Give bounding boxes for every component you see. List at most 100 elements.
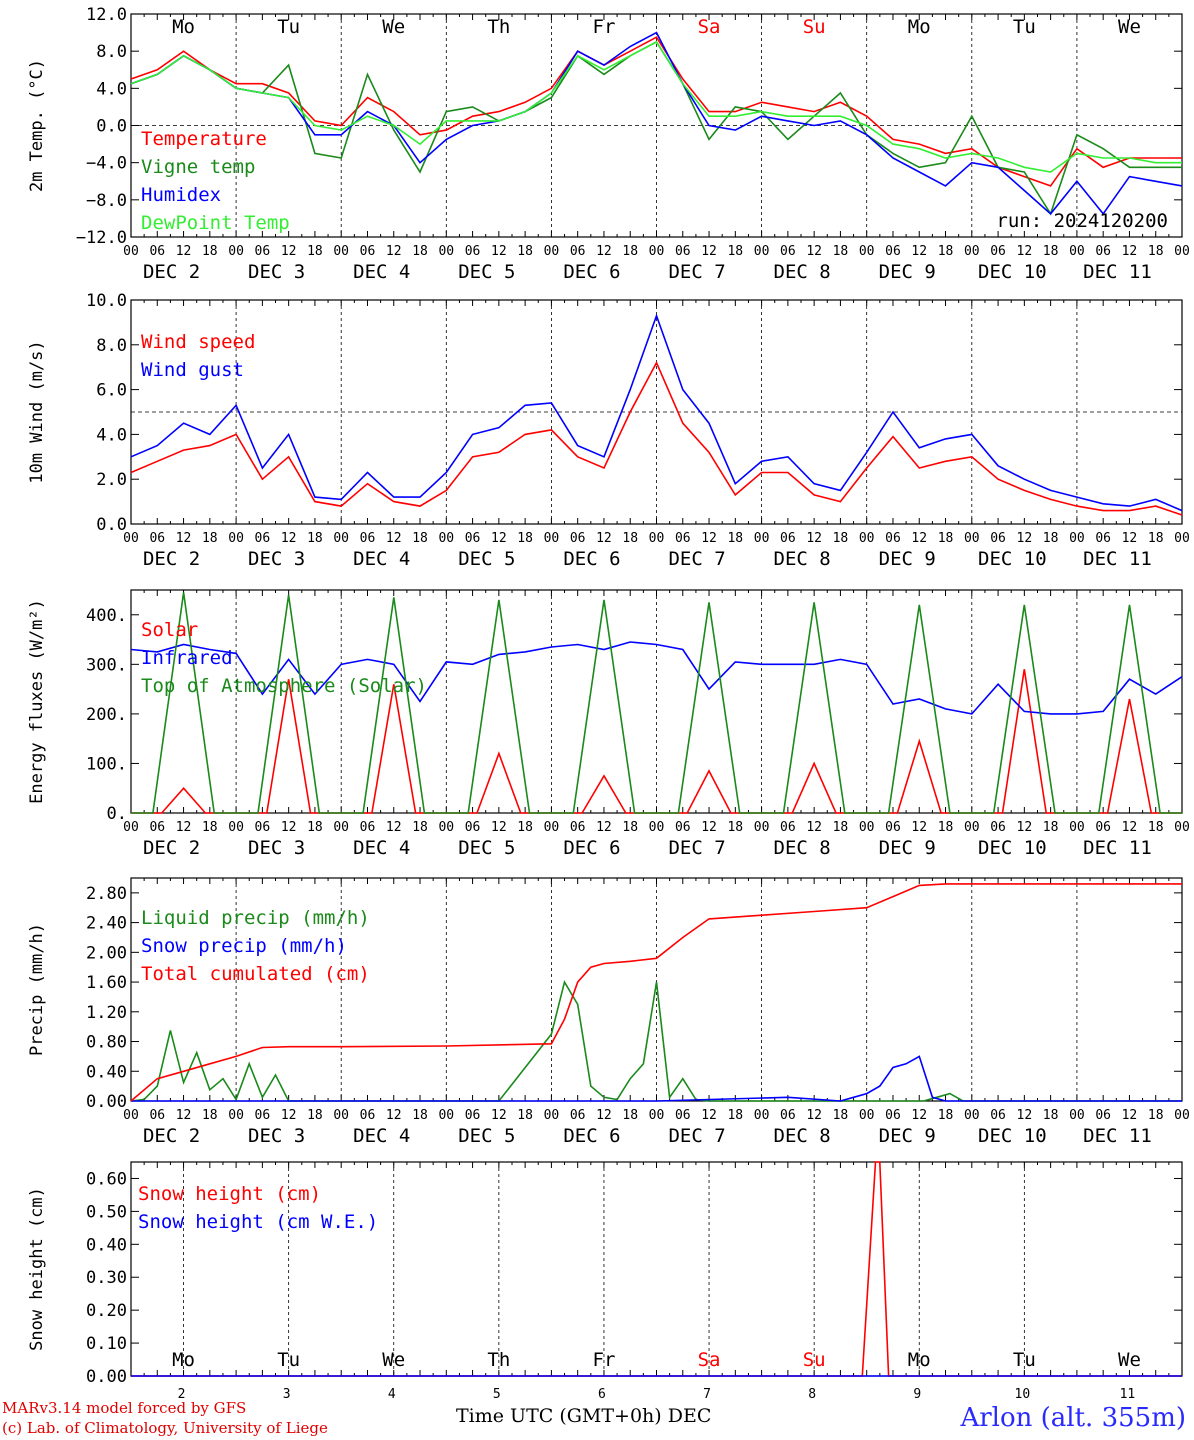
x-hour-label: 12 — [911, 820, 927, 835]
y-tick-label: 2.0 — [96, 470, 127, 490]
weekday-label: We — [1118, 1349, 1141, 1371]
series-line — [130, 641, 1183, 715]
x-date-label: DEC 11 — [1083, 261, 1152, 283]
x-hour-label: 06 — [885, 244, 901, 259]
x-day-number: 8 — [808, 1387, 816, 1402]
x-date-label: DEC 10 — [978, 837, 1047, 859]
y-tick-label: 4.0 — [96, 79, 127, 99]
x-hour-label: 00 — [1069, 531, 1085, 546]
x-date-label: DEC 11 — [1083, 1125, 1152, 1147]
legend-entry: Top of Atmosphere (Solar) — [141, 675, 427, 697]
x-hour-label: 00 — [123, 244, 139, 259]
x-date-label: DEC 9 — [879, 837, 936, 859]
y-tick-label: 8.0 — [96, 336, 127, 356]
x-hour-label: 12 — [176, 1108, 192, 1123]
weekday-label: Th — [487, 16, 510, 38]
y-tick-label: 10.0 — [86, 291, 127, 311]
x-hour-label: 12 — [1017, 820, 1033, 835]
x-hour-label: 18 — [1148, 244, 1164, 259]
series-line — [130, 883, 1182, 1102]
x-hour-label: 18 — [833, 820, 849, 835]
x-hour-label: 00 — [333, 244, 349, 259]
y-tick-label: 0.00 — [86, 1367, 127, 1387]
x-hour-label: 00 — [754, 531, 770, 546]
x-hour-label: 06 — [990, 820, 1006, 835]
x-hour-label: 18 — [727, 531, 743, 546]
x-hour-label: 12 — [176, 244, 192, 259]
x-hour-label: 18 — [1043, 531, 1059, 546]
x-hour-label: 18 — [1043, 244, 1059, 259]
x-day-number: 2 — [178, 1387, 186, 1402]
x-hour-label: 12 — [1122, 1108, 1138, 1123]
x-hour-label: 00 — [333, 531, 349, 546]
weekday-label: Tu — [277, 16, 300, 38]
x-date-label: DEC 8 — [774, 837, 831, 859]
legend-entry: Snow height (cm W.E.) — [138, 1211, 378, 1233]
x-date-label: DEC 8 — [774, 1125, 831, 1147]
x-hour-label: 06 — [675, 531, 691, 546]
x-hour-label: 18 — [517, 1108, 533, 1123]
x-hour-label: 18 — [412, 820, 428, 835]
x-hour-label: 00 — [544, 531, 560, 546]
y-axis-label: Energy fluxes (W/m²) — [27, 599, 47, 804]
x-hour-label: 12 — [806, 244, 822, 259]
x-hour-label: 06 — [780, 1108, 796, 1123]
x-day-number: 3 — [283, 1387, 291, 1402]
legend-entry: Infrared — [141, 647, 233, 669]
x-date-label: DEC 8 — [774, 548, 831, 570]
x-hour-label: 12 — [911, 531, 927, 546]
panel-wind — [130, 299, 1183, 525]
x-hour-label: 12 — [596, 1108, 612, 1123]
x-hour-label: 00 — [859, 244, 875, 259]
x-hour-label: 00 — [1174, 1108, 1190, 1123]
x-hour-label: 00 — [754, 244, 770, 259]
x-date-label: DEC 5 — [458, 1125, 515, 1147]
y-tick-label: −12.0 — [76, 228, 127, 248]
x-hour-label: 12 — [1017, 244, 1033, 259]
x-hour-label: 00 — [544, 244, 560, 259]
model-credit: MARv3.14 model forced by GFS — [2, 1399, 247, 1417]
x-date-label: DEC 6 — [563, 1125, 620, 1147]
series-line — [130, 360, 1183, 516]
x-date-label: DEC 6 — [563, 261, 620, 283]
x-hour-label: 06 — [990, 531, 1006, 546]
x-hour-label: 06 — [885, 531, 901, 546]
x-hour-label: 12 — [1017, 1108, 1033, 1123]
x-hour-label: 06 — [149, 531, 165, 546]
weekday-label: We — [382, 1349, 405, 1371]
x-hour-label: 06 — [780, 531, 796, 546]
weekday-label: Fr — [593, 1349, 616, 1371]
x-hour-label: 06 — [149, 820, 165, 835]
y-tick-label: 400. — [86, 606, 127, 626]
x-date-label: DEC 3 — [248, 261, 305, 283]
x-hour-label: 00 — [1174, 531, 1190, 546]
x-hour-label: 00 — [544, 1108, 560, 1123]
y-tick-label: 0.60 — [86, 1169, 127, 1189]
legend-entry: Total cumulated (cm) — [141, 963, 370, 985]
x-hour-label: 12 — [176, 531, 192, 546]
y-tick-label: 200. — [86, 705, 127, 725]
x-day-number: 4 — [388, 1387, 396, 1402]
x-hour-label: 06 — [780, 244, 796, 259]
x-date-label: DEC 10 — [978, 548, 1047, 570]
x-hour-label: 12 — [596, 820, 612, 835]
x-date-label: DEC 8 — [774, 261, 831, 283]
legend-entry: Vigne temp — [141, 156, 255, 178]
x-date-label: DEC 3 — [248, 837, 305, 859]
y-tick-label: 0.20 — [86, 1301, 127, 1321]
x-date-label: DEC 2 — [143, 837, 200, 859]
x-hour-label: 12 — [386, 531, 402, 546]
x-hour-label: 06 — [570, 244, 586, 259]
series-line — [130, 36, 1182, 187]
x-hour-label: 18 — [1148, 531, 1164, 546]
y-tick-label: 0.40 — [86, 1062, 127, 1082]
legend-entry: Humidex — [141, 184, 221, 206]
x-hour-label: 18 — [727, 1108, 743, 1123]
y-tick-label: 2.00 — [86, 943, 127, 963]
weekday-label: We — [382, 16, 405, 38]
x-hour-label: 12 — [281, 244, 297, 259]
x-hour-label: 06 — [149, 244, 165, 259]
y-tick-label: 0.80 — [86, 1033, 127, 1053]
x-hour-label: 00 — [438, 1108, 454, 1123]
x-hour-label: 12 — [1122, 531, 1138, 546]
